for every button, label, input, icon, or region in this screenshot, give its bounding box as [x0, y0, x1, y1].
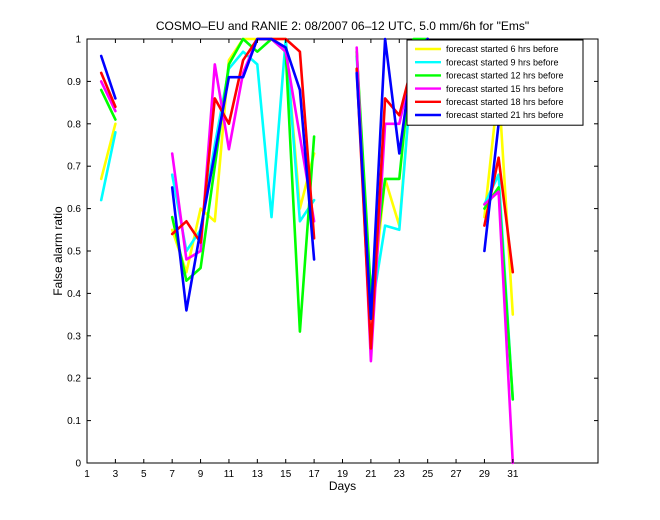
series-line [99, 88, 117, 121]
series-line [99, 122, 117, 181]
x-tick-label: 13 [252, 469, 264, 480]
y-tick-label: 0.5 [67, 247, 81, 258]
x-tick-label: 21 [365, 469, 377, 480]
series-line [99, 80, 117, 113]
y-tick-label: 1 [75, 35, 81, 46]
legend-label: forecast started 18 hrs before [446, 97, 564, 107]
x-tick-label: 23 [394, 469, 406, 480]
legend-box [406, 39, 584, 126]
y-tick-label: 0.9 [67, 77, 81, 88]
legend-label: forecast started 15 hrs before [446, 84, 564, 94]
y-tick-label: 0.2 [67, 374, 81, 385]
x-tick-label: 31 [507, 469, 519, 480]
x-tick-label: 1 [84, 469, 90, 480]
y-tick-label: 0.3 [67, 331, 81, 342]
x-tick-label: 17 [309, 469, 321, 480]
series-line [170, 37, 316, 244]
series-line [355, 37, 430, 295]
x-tick-label: 27 [450, 469, 462, 480]
y-axis-label: False alarm ratio [51, 206, 65, 296]
axis-ticks: 1 3 5 7 9 11 13 15 17 19 21 23 25 27 29 3100.10.20.30.4… [67, 35, 598, 480]
chart-title: COSMO–EU and RANIE 2: 08/2007 06–12 UTC,… [156, 19, 529, 33]
series-line [99, 71, 117, 109]
x-tick-label: 25 [422, 469, 434, 480]
x-axis-label: Days [329, 479, 356, 493]
y-tick-label: 0.8 [67, 119, 81, 130]
legend-label: forecast started 12 hrs before [446, 71, 564, 81]
y-tick-label: 0 [75, 459, 81, 470]
x-tick-label: 29 [479, 469, 491, 480]
y-tick-label: 0.7 [67, 162, 81, 173]
legend-label: forecast started 6 hrs before [446, 44, 559, 54]
x-tick-label: 5 [141, 469, 147, 480]
x-tick-label: 15 [280, 469, 292, 480]
y-tick-label: 0.4 [67, 289, 81, 300]
series-line [170, 37, 316, 312]
x-tick-label: 9 [198, 469, 204, 480]
legend: forecast started 6 hrs before forecast st… [406, 39, 584, 126]
y-tick-label: 0.6 [67, 204, 81, 215]
series-line [99, 131, 117, 202]
legend-label: forecast started 9 hrs before [446, 57, 559, 67]
x-tick-label: 19 [337, 469, 349, 480]
series-line [99, 54, 117, 100]
x-tick-label: 11 [224, 469, 235, 480]
x-tick-label: 7 [169, 469, 175, 480]
x-tick-label: 3 [113, 469, 119, 480]
y-tick-label: 0.1 [67, 416, 81, 427]
series-line [170, 37, 316, 333]
legend-label: forecast started 21 hrs before [446, 110, 564, 120]
